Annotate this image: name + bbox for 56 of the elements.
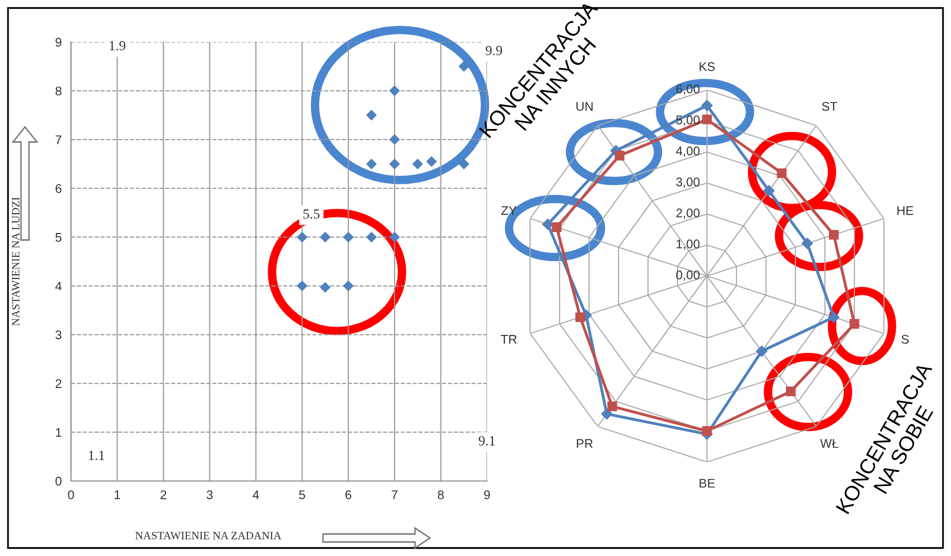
x-axis-title: NASTAWIENIE NA ZADANIA <box>135 532 282 540</box>
y-axis-title: NASTAWIENIE NA LUDZI <box>12 197 20 326</box>
spoke-label: ST <box>822 102 838 111</box>
point <box>389 158 400 170</box>
point <box>389 85 400 96</box>
point <box>296 232 308 242</box>
point <box>366 232 377 242</box>
y-tick-label: 3 <box>56 330 62 340</box>
y-tick-label: 5 <box>56 233 62 242</box>
y-tick-label: 1 <box>56 428 62 437</box>
x-tick-label: 2 <box>160 490 166 500</box>
point <box>366 110 377 121</box>
y-tick-label: 9 <box>56 38 62 47</box>
spoke-label: TR <box>500 335 517 344</box>
spoke-label: WŁ <box>820 439 838 448</box>
point <box>389 232 400 242</box>
x-tick-label: 6 <box>345 490 352 500</box>
annotation: 9.1 <box>478 436 495 446</box>
point <box>320 282 331 293</box>
x-tick-label: 3 <box>206 490 213 500</box>
y-tick-label: 4,00 <box>676 146 700 157</box>
y-tick-label: 1,00 <box>676 240 700 250</box>
point <box>366 158 377 170</box>
spoke-label: PR <box>576 439 593 448</box>
point <box>412 158 424 170</box>
y-tick-label: 2,00 <box>676 208 700 219</box>
point <box>342 232 354 242</box>
point <box>342 280 354 292</box>
x-tick-label: 0 <box>68 490 74 500</box>
point <box>320 232 331 242</box>
y-tick-label: 4 <box>55 282 62 290</box>
point <box>426 156 437 167</box>
x-tick-label: 8 <box>438 490 444 500</box>
spoke-label: S <box>902 334 909 344</box>
y-tick-label: 0 <box>56 476 62 486</box>
spoke-label: KS <box>700 62 715 72</box>
annotation: 1.1 <box>88 450 104 460</box>
spoke-label: HE <box>897 206 914 215</box>
y-tick-label: 6 <box>56 184 62 193</box>
spoke-label: BE <box>700 478 715 488</box>
x-tick-label: 9 <box>484 490 490 500</box>
point <box>296 280 308 292</box>
y-tick-label: 3,00 <box>676 178 700 188</box>
x-tick-label: 4 <box>252 490 259 500</box>
y-tick-label: 8 <box>56 86 62 96</box>
y-tick-label: 0,00 <box>676 270 700 281</box>
x-tick-label: 1 <box>114 490 120 500</box>
y-tick-label: 7 <box>56 135 62 144</box>
x-tick-label: 7 <box>392 490 398 500</box>
point <box>458 61 470 72</box>
y-tick-label: 2 <box>56 379 62 388</box>
point <box>389 134 400 145</box>
annotation: 5.5 <box>303 209 320 219</box>
x-tick-label: 5 <box>299 490 306 500</box>
annotation: 1.9 <box>110 41 126 50</box>
point <box>458 158 470 170</box>
